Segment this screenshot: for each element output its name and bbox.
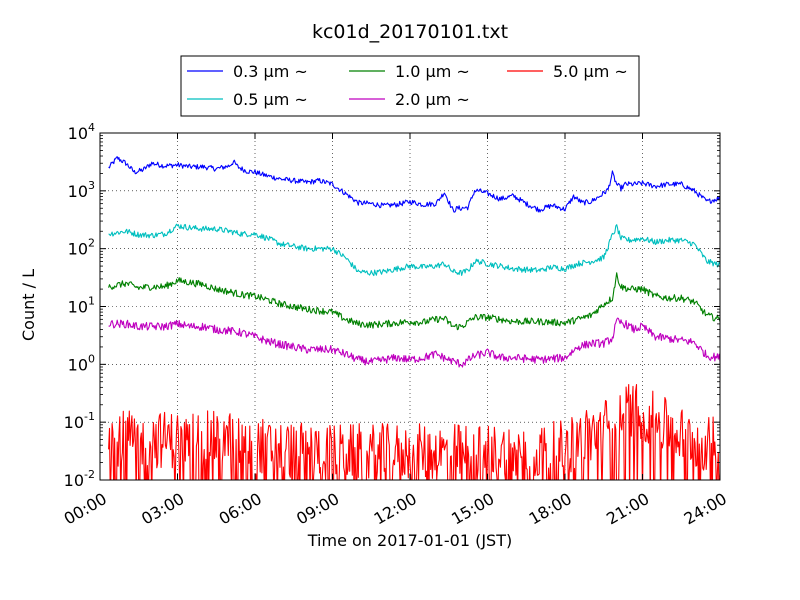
y-tick-label: 10-1 <box>64 410 95 432</box>
x-tick-label: 21:00 <box>603 489 652 529</box>
series-line <box>108 223 720 277</box>
series-line <box>108 272 720 331</box>
x-tick-label: 00:00 <box>61 489 110 529</box>
y-axis-label: Count / L <box>19 269 38 341</box>
y-tick-label: 10-2 <box>64 468 95 490</box>
y-tick-label: 100 <box>68 352 95 374</box>
y-tick-label: 104 <box>68 121 95 143</box>
plot-area: 00:00 03:00 06:00 09:00 12:00 15:00 18:00 21:00… <box>61 121 730 529</box>
series-group <box>108 156 720 480</box>
legend-label: 0.3 μm ~ <box>233 62 308 81</box>
chart-title: kc01d_20170101.txt <box>312 21 508 43</box>
legend-label: 5.0 μm ~ <box>553 62 628 81</box>
legend-label: 0.5 μm ~ <box>233 90 308 109</box>
x-tick-label: 24:00 <box>681 489 730 529</box>
x-tick-label: 09:00 <box>293 489 342 529</box>
x-tick-label: 06:00 <box>216 489 265 529</box>
series-line <box>108 317 720 368</box>
x-axis-label: Time on 2017-01-01 (JST) <box>307 531 512 550</box>
x-tick-label: 03:00 <box>138 489 187 529</box>
x-tick-label: 12:00 <box>371 489 420 529</box>
legend: 0.3 μm ~ 0.5 μm ~ 1.0 μm ~ 2.0 μm ~ 5.0 μm ~ <box>180 55 640 117</box>
series-line <box>108 156 720 213</box>
y-tick-label: 102 <box>68 237 95 259</box>
y-tick-label: 101 <box>68 295 95 317</box>
x-tick-label: 15:00 <box>448 489 497 529</box>
x-tick-label: 18:00 <box>526 489 575 529</box>
legend-box <box>180 55 640 117</box>
series-line <box>108 384 720 480</box>
y-tick-label: 103 <box>68 179 95 201</box>
legend-label: 1.0 μm ~ <box>395 62 470 81</box>
legend-label: 2.0 μm ~ <box>395 90 470 109</box>
